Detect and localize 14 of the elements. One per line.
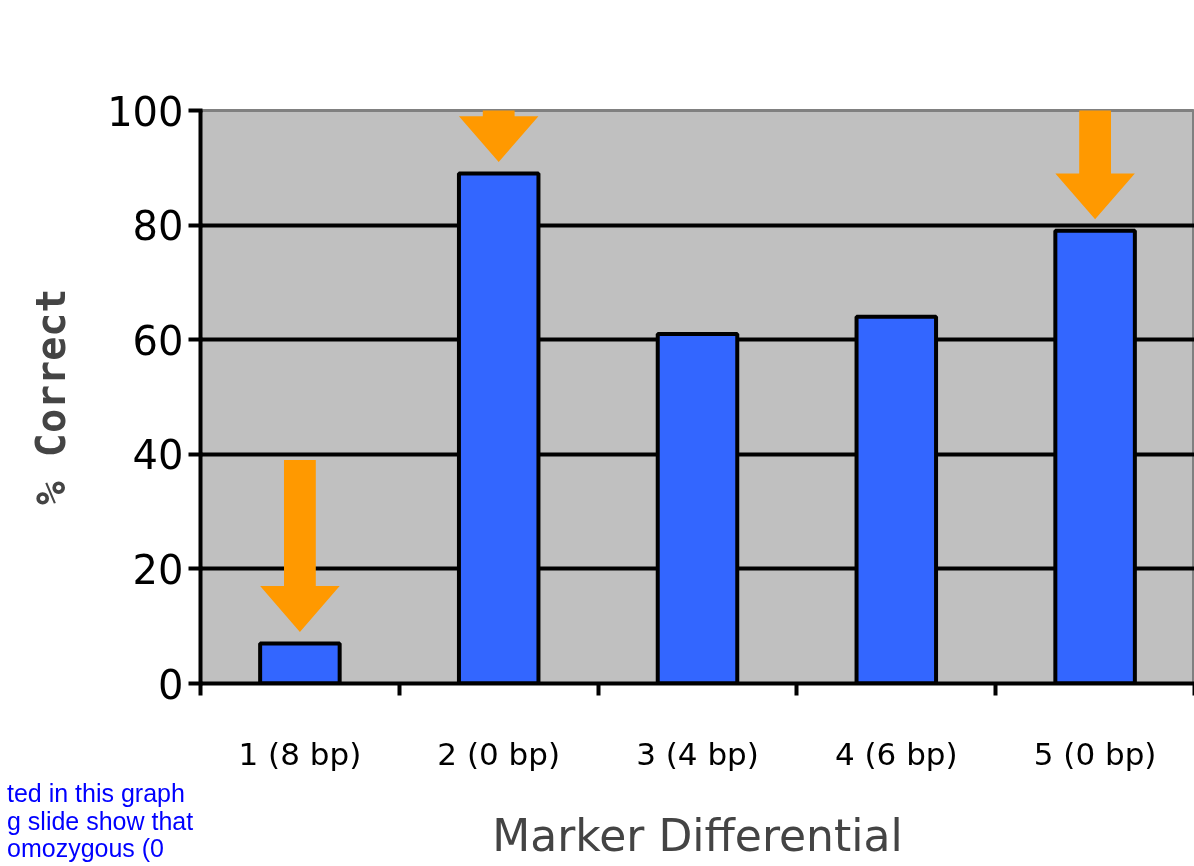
y-axis-title: % Correct	[28, 288, 75, 506]
y-tick-label: 20	[132, 546, 184, 593]
y-tick-label: 100	[107, 88, 184, 135]
y-tick-label: 80	[132, 203, 184, 250]
x-tick-label: 2 (0 bp)	[437, 735, 561, 772]
x-tick-label: 5 (0 bp)	[1033, 735, 1157, 772]
x-axis-title: Marker Differential	[492, 809, 903, 861]
x-tick-label: 1 (8 bp)	[238, 735, 362, 772]
y-tick-label: 0	[158, 661, 184, 708]
y-tick-label: 40	[132, 432, 184, 479]
text: ted in this graph g slide show that omozygous (0	[7, 779, 194, 863]
x-tick-label: 4 (6 bp)	[834, 735, 958, 772]
y-tick-label: 60	[132, 317, 184, 364]
x-tick-label: 3 (4 bp)	[636, 735, 759, 772]
